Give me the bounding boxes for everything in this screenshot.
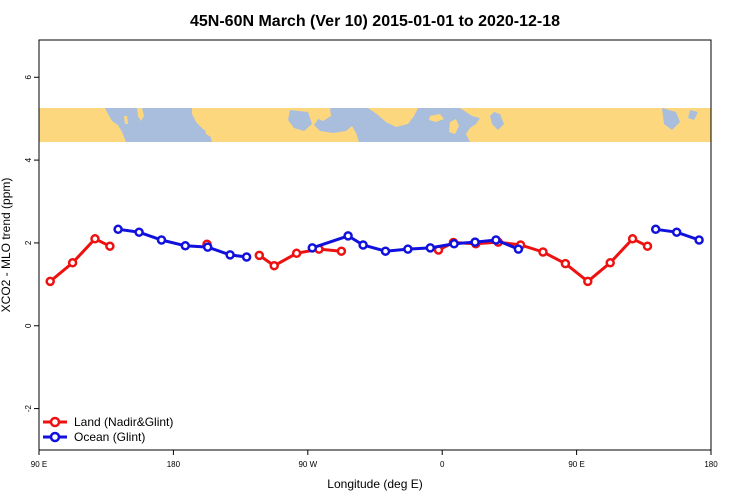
- series-0-point-19: [627, 234, 638, 244]
- series-0-point-2: [90, 234, 100, 244]
- plot-frame: [38, 39, 712, 451]
- series-1-line-1: [311, 234, 519, 253]
- series-0-point-5: [254, 250, 265, 261]
- series-1-point-2: [156, 235, 167, 245]
- series-0-point-0: [45, 276, 55, 287]
- legend-ocean-label: Ocean (Glint): [74, 430, 145, 444]
- map-water-bodies: [108, 108, 698, 131]
- x-tick-label-2: 90 W: [298, 460, 317, 469]
- x-tick-label-3: 0: [440, 460, 445, 469]
- series-0-point-17: [583, 276, 593, 287]
- series-1-point-7: [307, 243, 318, 253]
- series-0-point-9: [336, 246, 347, 256]
- y-tick-label-4: 6: [24, 74, 33, 79]
- series-0-line-0: [49, 236, 111, 283]
- x-tick-label-5: 180: [704, 460, 718, 469]
- series-0-point-18: [605, 258, 615, 268]
- series-1-point-14: [470, 237, 480, 247]
- y-tick-label-0: -2: [24, 404, 33, 412]
- map-land: [39, 108, 711, 142]
- world-map-strip: [39, 108, 711, 142]
- series-1-point-3: [180, 241, 191, 251]
- series-1-point-11: [403, 244, 413, 254]
- series-1-point-18: [671, 227, 682, 237]
- series-1-point-9: [358, 240, 368, 250]
- series-0: [45, 234, 653, 287]
- legend-land-marker: [49, 416, 61, 428]
- x-tick-label-4: 90 E: [568, 460, 584, 469]
- y-axis-label: XCO2 - MLO trend (ppm): [0, 178, 13, 313]
- series-0-point-15: [538, 247, 548, 257]
- series-1-point-5: [225, 250, 235, 260]
- series-1-point-8: [343, 231, 353, 241]
- series-1-point-4: [202, 242, 213, 252]
- series-0-point-7: [291, 248, 302, 259]
- legend-land-label: Land (Nadir&Glint): [74, 415, 173, 429]
- series-1-point-19: [694, 235, 704, 245]
- series-layer: [45, 224, 704, 287]
- y-tick-label-1: 0: [24, 323, 33, 328]
- series-1-point-10: [380, 246, 391, 256]
- series-0-point-16: [560, 258, 571, 269]
- x-tick-label-0: 90 E: [31, 460, 47, 469]
- y-tick-label-2: 2: [24, 240, 33, 245]
- series-0-point-6: [269, 260, 279, 271]
- x-axis: 90 E 180 90 W 0 90 E 180: [31, 450, 718, 469]
- series-1-point-0: [113, 224, 123, 235]
- chart-title: 45N-60N March (Ver 10) 2015-01-01 to 202…: [190, 13, 560, 30]
- series-1-point-13: [449, 239, 459, 249]
- y-axis: -2 0 2 4 6: [24, 74, 39, 412]
- x-axis-label: Longitude (deg E): [327, 477, 422, 491]
- series-0-line-3: [437, 236, 649, 284]
- series-0-point-3: [105, 241, 115, 251]
- y-tick-label-3: 4: [24, 157, 33, 162]
- series-1-point-15: [491, 235, 501, 245]
- series-1-point-16: [513, 244, 524, 254]
- series-1-point-12: [425, 243, 436, 253]
- series-0-point-1: [67, 258, 78, 268]
- series-1-point-1: [134, 227, 144, 237]
- legend: Land (Nadir&Glint) Ocean (Glint): [43, 415, 173, 444]
- series-1-point-17: [650, 224, 661, 235]
- series-0-point-20: [642, 241, 653, 251]
- x-tick-label-1: 180: [167, 460, 181, 469]
- series-1-point-6: [241, 252, 252, 262]
- series-1: [113, 224, 704, 262]
- legend-ocean-marker: [49, 431, 61, 443]
